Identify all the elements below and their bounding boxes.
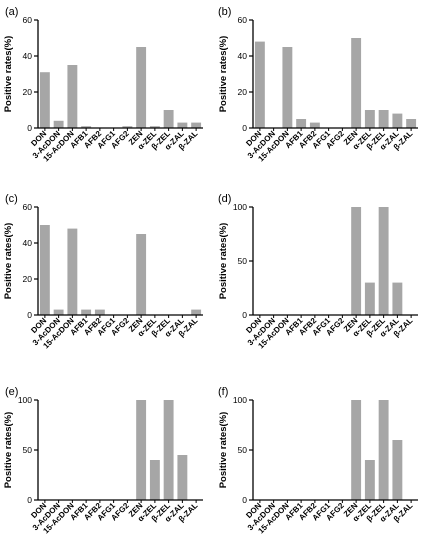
y-tick-label: 20: [238, 87, 248, 97]
bar-9: [149, 460, 160, 500]
panel-label: (e): [5, 386, 18, 398]
bar-1: [254, 41, 265, 128]
bar-10: [378, 110, 389, 128]
bar-11: [392, 440, 403, 500]
bar-4: [296, 119, 307, 128]
bar-12: [406, 119, 417, 128]
panel-label: (b): [218, 6, 231, 18]
chart-panel-4: (d)Positive rates(%)050100DON3-AcDON15-A…: [218, 193, 418, 350]
bar-7: [122, 126, 133, 128]
y-tick-label: 100: [18, 395, 32, 405]
bar-12: [191, 122, 202, 128]
bar-9: [364, 460, 375, 500]
bar-8: [136, 234, 147, 315]
bar-2: [53, 120, 64, 128]
y-tick-label: 0: [242, 123, 247, 133]
y-tick-label: 100: [233, 395, 247, 405]
bar-5: [309, 122, 320, 128]
y-axis-label: Positive rates(%): [218, 36, 229, 113]
bar-9: [364, 110, 375, 128]
y-tick-label: 40: [23, 238, 33, 248]
y-tick-label: 50: [238, 256, 248, 266]
bar-8: [351, 400, 362, 500]
bar-3: [67, 228, 78, 315]
y-tick-label: 0: [27, 495, 32, 505]
chart-panel-1: (a)Positive rates(%)0204060DON3-AcDON15-…: [3, 6, 203, 163]
y-tick-label: 60: [238, 15, 248, 25]
bar-8: [136, 400, 147, 500]
bar-8: [136, 47, 147, 128]
y-tick-label: 40: [238, 51, 248, 61]
bar-8: [351, 207, 362, 315]
y-axis-label: Positive rates(%): [3, 36, 14, 113]
bar-1: [39, 72, 50, 128]
bar-5: [94, 309, 105, 315]
chart-panel-6: (f)Positive rates(%)050100DON3-AcDON15-A…: [218, 386, 418, 535]
bar-9: [364, 282, 375, 315]
y-tick-label: 100: [233, 202, 247, 212]
y-tick-label: 40: [23, 51, 33, 61]
y-tick-label: 0: [27, 123, 32, 133]
bar-12: [191, 309, 202, 315]
panel-label: (f): [218, 386, 228, 398]
bar-4: [81, 126, 92, 128]
bar-9: [149, 126, 160, 128]
chart-panel-5: (e)Positive rates(%)050100DON3-AcDON15-A…: [3, 386, 203, 535]
y-axis-label: Positive rates(%): [3, 412, 14, 489]
y-axis-label: Positive rates(%): [3, 223, 14, 300]
bar-10: [163, 110, 174, 128]
bar-10: [378, 207, 389, 315]
panel-label: (a): [5, 6, 18, 18]
bar-10: [163, 400, 174, 500]
y-tick-label: 60: [23, 15, 33, 25]
y-tick-label: 20: [23, 87, 33, 97]
bar-1: [39, 225, 50, 315]
y-axis-label: Positive rates(%): [218, 412, 229, 489]
y-axis-label: Positive rates(%): [218, 223, 229, 300]
bar-11: [392, 282, 403, 315]
y-tick-label: 50: [23, 445, 33, 455]
y-tick-label: 0: [242, 495, 247, 505]
bar-11: [177, 455, 188, 500]
y-tick-label: 50: [238, 445, 248, 455]
bar-4: [81, 309, 92, 315]
bar-3: [282, 47, 293, 128]
y-tick-label: 20: [23, 274, 33, 284]
bar-11: [177, 122, 188, 128]
bar-2: [53, 309, 64, 315]
panel-label: (d): [218, 193, 231, 205]
y-tick-label: 60: [23, 202, 33, 212]
y-tick-label: 0: [242, 310, 247, 320]
chart-panel-2: (b)Positive rates(%)0204060DON3-AcDON15-…: [218, 6, 418, 163]
bar-10: [378, 400, 389, 500]
bar-3: [67, 65, 78, 128]
chart-panel-3: (c)Positive rates(%)0204060DON3-AcDON15-…: [3, 193, 203, 350]
y-tick-label: 0: [27, 310, 32, 320]
bar-8: [351, 38, 362, 128]
panel-label: (c): [5, 193, 18, 205]
bar-11: [392, 113, 403, 128]
